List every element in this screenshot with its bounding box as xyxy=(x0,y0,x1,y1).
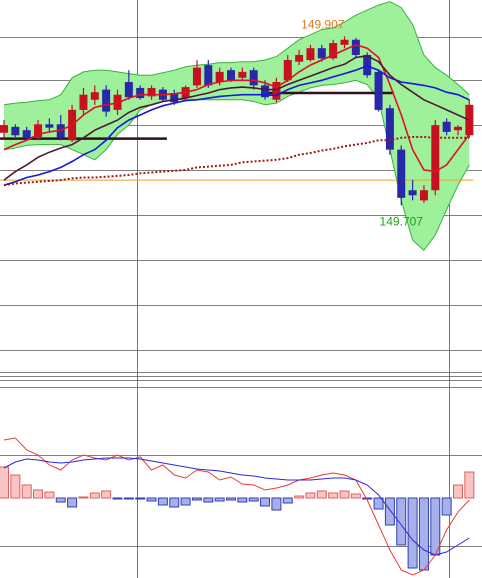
moving-average xyxy=(3,136,470,187)
candle-body xyxy=(102,89,111,112)
histogram-bar xyxy=(260,497,271,507)
candle-body xyxy=(90,92,99,100)
histogram-bar xyxy=(10,474,21,499)
macd-line xyxy=(3,457,470,556)
candle-body xyxy=(283,60,292,81)
candle-body xyxy=(215,71,224,83)
candle-body xyxy=(295,54,304,62)
histogram-bar xyxy=(294,495,305,499)
candle-body xyxy=(238,71,247,78)
band-fill xyxy=(4,1,470,251)
candle-body xyxy=(56,124,65,138)
histogram-bar xyxy=(214,497,225,502)
candle-body xyxy=(227,70,235,81)
candle-body xyxy=(124,82,133,98)
histogram-bar xyxy=(362,497,373,500)
candle-body xyxy=(22,130,31,138)
candle-body xyxy=(11,126,20,136)
histogram-bar xyxy=(373,497,384,510)
candle-body xyxy=(419,190,428,201)
histogram-bar xyxy=(328,492,339,499)
candle-body xyxy=(465,104,474,136)
candle-body xyxy=(385,108,394,150)
candle-body xyxy=(374,71,383,110)
histogram-bar xyxy=(169,497,180,508)
histogram-bar xyxy=(316,490,327,499)
histogram-bar xyxy=(157,497,168,506)
histogram-bar xyxy=(191,497,202,501)
histogram-bar xyxy=(67,497,78,508)
candle-body xyxy=(45,124,54,128)
histogram-bar xyxy=(180,497,191,506)
histogram-bar xyxy=(146,497,157,502)
candle-body xyxy=(147,87,156,97)
candle-body xyxy=(397,149,406,198)
candle-body xyxy=(340,39,349,45)
histogram-bar xyxy=(123,497,134,500)
histogram-bar xyxy=(101,490,112,499)
candle-body xyxy=(170,93,179,103)
candle-body xyxy=(136,87,145,99)
moving-average xyxy=(3,65,470,186)
histogram-bar xyxy=(305,492,316,499)
histogram-bar xyxy=(350,493,361,499)
histogram-bar xyxy=(430,497,441,556)
histogram-bar xyxy=(282,497,293,504)
candle-body xyxy=(408,190,417,196)
histogram-bar xyxy=(441,497,452,516)
histogram-bar xyxy=(407,497,418,569)
low-label: 149.707 xyxy=(380,214,424,228)
candle-body xyxy=(317,48,326,59)
candle-body xyxy=(329,43,338,59)
histogram-bar xyxy=(55,497,66,503)
histogram-bar xyxy=(135,497,146,500)
candle-body xyxy=(0,125,8,133)
histogram-bar xyxy=(21,484,32,499)
histogram-bar xyxy=(339,490,350,499)
band-line xyxy=(3,1,470,106)
histogram-bar xyxy=(0,466,9,499)
high-label: 149.907 xyxy=(301,17,345,31)
histogram-bar xyxy=(453,484,463,499)
histogram-bar xyxy=(384,497,395,526)
candle-body xyxy=(351,39,360,55)
candle-body xyxy=(454,126,462,131)
histogram-bar xyxy=(271,497,282,511)
band-line xyxy=(3,79,470,252)
candle-body xyxy=(192,67,201,86)
histogram-bar xyxy=(78,496,89,499)
moving-average xyxy=(3,43,470,173)
histogram-bar xyxy=(248,497,259,502)
histogram-bar xyxy=(33,489,44,499)
moving-average xyxy=(3,54,470,181)
histogram-bar xyxy=(226,497,236,501)
histogram-bar xyxy=(418,497,429,571)
candle-body xyxy=(261,85,270,98)
candle-body xyxy=(34,124,43,137)
candle-body xyxy=(272,82,281,100)
histogram-bar xyxy=(89,492,100,499)
candle-body xyxy=(431,125,440,191)
macd-line xyxy=(3,437,470,576)
histogram-bar xyxy=(112,497,123,500)
candle-body xyxy=(249,70,258,86)
candle-body xyxy=(306,48,315,61)
candle-body xyxy=(79,94,88,110)
candle-body xyxy=(204,65,213,86)
candle-body xyxy=(442,121,451,132)
histogram-bar xyxy=(237,497,248,503)
histogram-bar xyxy=(396,497,407,546)
histogram-bar xyxy=(203,497,214,503)
histogram-bar xyxy=(44,491,55,499)
histogram-bar xyxy=(464,471,475,499)
